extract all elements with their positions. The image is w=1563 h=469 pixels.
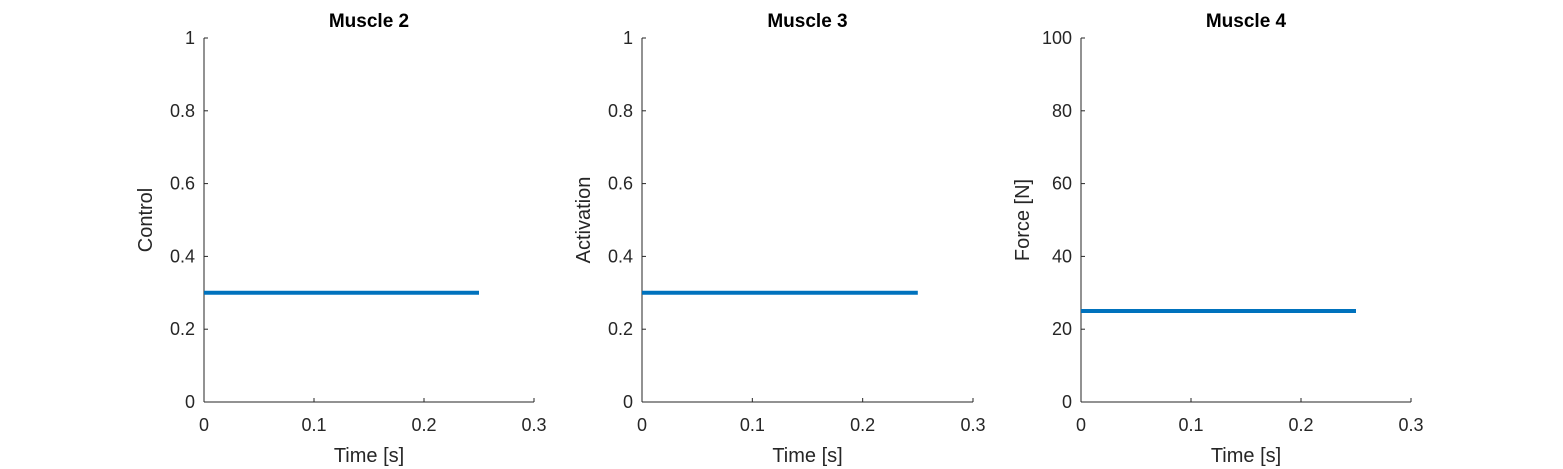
x-tick-label: 0.3 [1398, 415, 1423, 435]
y-tick-label: 1 [623, 28, 633, 48]
subplot-2: Muscle 3 0 0.2 0.4 0.6 0.8 1 0 0.1 0.2 0.3 Time [s]… [573, 11, 986, 467]
y-tick-label: 0.4 [608, 246, 633, 266]
x-axis-label: Time [s] [1211, 445, 1281, 467]
x-tick-label: 0.1 [740, 415, 765, 435]
x-tick-label: 0.2 [411, 415, 436, 435]
y-tick-label: 0.6 [608, 174, 633, 194]
chart-title: Muscle 4 [1206, 11, 1287, 32]
subplot-3: Muscle 4 0 20 40 60 80 100 0 0.1 0.2 0.3 Time [s] Fo… [1012, 11, 1424, 467]
y-tick-label: 0.8 [608, 101, 633, 121]
y-tick-label: 1 [185, 28, 195, 48]
x-tick-label: 0.3 [960, 415, 985, 435]
x-axis-label: Time [s] [772, 445, 842, 467]
x-tick-label: 0.1 [1178, 415, 1203, 435]
x-tick-label: 0.2 [1288, 415, 1313, 435]
y-tick-label: 0.4 [170, 246, 195, 266]
y-tick-label: 0.2 [608, 319, 633, 339]
y-tick-label: 0.6 [170, 174, 195, 194]
x-tick-label: 0.2 [850, 415, 875, 435]
y-tick-label: 20 [1052, 319, 1072, 339]
y-tick-label: 0.8 [170, 101, 195, 121]
y-tick-label: 0 [623, 392, 633, 412]
y-tick-label: 0 [185, 392, 195, 412]
y-axis-label: Control [135, 188, 157, 252]
chart-title: Muscle 3 [767, 11, 847, 32]
y-axis-label: Force [N] [1012, 179, 1034, 261]
y-tick-label: 100 [1042, 28, 1072, 48]
x-tick-label: 0 [1076, 415, 1086, 435]
y-tick-label: 40 [1052, 246, 1072, 266]
x-axis-label: Time [s] [334, 445, 404, 467]
x-tick-label: 0.3 [521, 415, 546, 435]
y-tick-label: 0.2 [170, 319, 195, 339]
y-tick-label: 60 [1052, 174, 1072, 194]
y-tick-label: 0 [1062, 392, 1072, 412]
chart-title: Muscle 2 [329, 11, 409, 32]
x-tick-label: 0 [637, 415, 647, 435]
y-axis-label: Activation [573, 177, 595, 264]
x-tick-label: 0.1 [301, 415, 326, 435]
y-tick-label: 80 [1052, 101, 1072, 121]
subplot-1: Muscle 2 0 0.2 0.4 0.6 0.8 1 0 0.1 0.2 0.3 Time [s]… [135, 11, 547, 467]
x-tick-label: 0 [199, 415, 209, 435]
